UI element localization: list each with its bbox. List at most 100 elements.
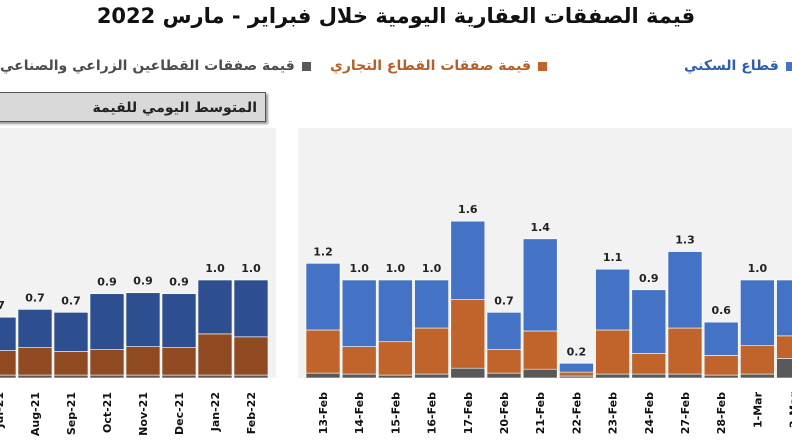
value-label-27-Feb: 1.3	[675, 234, 695, 247]
bar-agricultural-Feb-22	[233, 374, 269, 379]
bar-commercial-Aug-21	[17, 347, 53, 376]
bar-agricultural-27-Feb	[667, 373, 703, 379]
bars-group: .7 Jul-21 0.7 Aug-21 0.7 Sep-21 0.9 Oct-21 0.9 No…	[0, 203, 792, 436]
value-label-16-Feb: 1.0	[422, 262, 442, 275]
bar-residential-21-Feb	[522, 238, 558, 332]
value-label-21-Feb: 1.4	[530, 221, 550, 234]
bar-commercial-17-Feb	[450, 299, 486, 369]
bar-residential-Sep-21	[53, 312, 89, 352]
value-label-15-Feb: 1.0	[386, 262, 406, 275]
legend-residential-swatch	[785, 61, 792, 71]
bar-commercial-2-Mar	[776, 335, 792, 359]
bar-residential-Aug-21	[17, 309, 53, 348]
legend-residential-label: قطاع السكني	[684, 58, 779, 74]
value-label-Aug-21: 0.7	[25, 291, 45, 304]
legend-residential: قطاع السكني	[684, 58, 792, 74]
bar-agricultural-14-Feb	[341, 373, 377, 379]
value-label-20-Feb: 0.7	[494, 294, 514, 307]
bar-commercial-Feb-22	[233, 336, 269, 376]
tick-label-16-Feb: 16-Feb	[426, 392, 439, 434]
value-label-Nov-21: 0.9	[133, 275, 153, 288]
tick-label-Sep-21: Sep-21	[65, 392, 78, 435]
tick-label-15-Feb: 15-Feb	[389, 392, 402, 434]
bar-commercial-Nov-21	[125, 346, 161, 376]
bar-agricultural-15-Feb	[378, 374, 413, 379]
bar-agricultural-28-Feb	[703, 374, 739, 379]
bar-agricultural-21-Feb	[522, 368, 558, 379]
legend-commercial: قيمة صفقات القطاع التجاري	[330, 58, 547, 74]
value-label-Jan-22: 1.0	[205, 262, 225, 275]
bar-residential-22-Feb	[559, 362, 594, 373]
bar-residential-28-Feb	[703, 321, 739, 356]
bar-agricultural-23-Feb	[595, 373, 630, 379]
bar-agricultural-Oct-21	[89, 374, 125, 379]
bar-commercial-Jan-22	[197, 333, 233, 376]
tick-label-21-Feb: 21-Feb	[534, 392, 547, 434]
bar-residential-Jan-22	[197, 279, 233, 335]
legend-agricultural: قيمة صفقات القطاعين الزراعي والصناعي	[0, 58, 311, 74]
bar-residential-15-Feb	[378, 279, 413, 343]
bar-residential-24-Feb	[631, 289, 667, 354]
chart-title: قيمة الصفقات العقارية اليومية خلال فبراي…	[96, 4, 696, 28]
bar-residential-Nov-21	[125, 292, 161, 347]
bar-residential-13-Feb	[305, 263, 341, 331]
tick-label-Aug-21: Aug-21	[29, 392, 42, 436]
bar-commercial-14-Feb	[341, 346, 377, 375]
value-label-22-Feb: 0.2	[567, 345, 587, 358]
bar-residential-16-Feb	[414, 279, 449, 329]
tick-label-13-Feb: 13-Feb	[317, 392, 330, 434]
bar-agricultural-2-Mar	[776, 358, 792, 379]
tick-label-1-Mar: 1-Mar	[751, 391, 764, 428]
bar-commercial-21-Feb	[522, 330, 558, 370]
legend-commercial-swatch	[537, 61, 547, 71]
tick-label-Nov-21: Nov-21	[137, 392, 150, 436]
tick-label-20-Feb: 20-Feb	[498, 392, 511, 434]
tick-label-Jul-21: Jul-21	[0, 392, 6, 429]
value-label-13-Feb: 1.2	[313, 245, 333, 258]
tick-label-Feb-22: Feb-22	[245, 392, 258, 434]
legend-commercial-label: قيمة صفقات القطاع التجاري	[330, 58, 531, 74]
value-label-1-Mar: 1.0	[748, 262, 768, 275]
bar-commercial-Oct-21	[89, 349, 125, 376]
bar-residential-Jul-21	[0, 316, 17, 351]
value-label-Oct-21: 0.9	[97, 276, 117, 289]
tick-label-2-Mar: 2-Mar	[788, 391, 792, 428]
value-label-Jul-21: .7	[0, 299, 5, 312]
bar-commercial-28-Feb	[703, 355, 739, 376]
bar-residential-17-Feb	[450, 220, 486, 300]
tick-label-24-Feb: 24-Feb	[643, 392, 656, 434]
bar-residential-Feb-22	[233, 279, 269, 338]
bar-commercial-16-Feb	[414, 327, 449, 375]
bar-commercial-20-Feb	[486, 349, 522, 374]
bar-agricultural-20-Feb	[486, 372, 522, 379]
tick-label-27-Feb: 27-Feb	[679, 392, 692, 434]
bar-commercial-22-Feb	[559, 371, 594, 377]
bar-agricultural-17-Feb	[450, 367, 486, 379]
legend-agricultural-label: قيمة صفقات القطاعين الزراعي والصناعي	[0, 58, 295, 74]
tick-label-Dec-21: Dec-21	[173, 392, 186, 435]
bar-commercial-15-Feb	[378, 341, 413, 376]
bar-agricultural-Sep-21	[53, 374, 89, 379]
bar-commercial-23-Feb	[595, 329, 630, 375]
bar-commercial-Jul-21	[0, 350, 17, 376]
tick-label-28-Feb: 28-Feb	[715, 392, 728, 434]
bar-residential-20-Feb	[486, 312, 522, 350]
legend-agricultural-swatch	[301, 61, 311, 71]
value-label-23-Feb: 1.1	[603, 251, 623, 264]
tick-label-23-Feb: 23-Feb	[607, 392, 620, 434]
tick-label-Oct-21: Oct-21	[101, 392, 114, 433]
bar-residential-23-Feb	[595, 268, 630, 331]
bar-commercial-1-Mar	[740, 345, 775, 375]
avg-label-box: المتوسط اليومي للقيمة	[0, 92, 266, 122]
tick-label-17-Feb: 17-Feb	[462, 392, 475, 434]
tick-label-22-Feb: 22-Feb	[570, 392, 583, 434]
bar-commercial-24-Feb	[631, 353, 667, 375]
bar-residential-27-Feb	[667, 251, 703, 329]
bar-commercial-Sep-21	[53, 351, 89, 376]
tick-label-14-Feb: 14-Feb	[353, 392, 366, 434]
bar-agricultural-Jul-21	[0, 374, 17, 379]
bar-residential-14-Feb	[341, 279, 377, 347]
value-label-Dec-21: 0.9	[169, 276, 189, 289]
bar-agricultural-Dec-21	[161, 374, 197, 379]
